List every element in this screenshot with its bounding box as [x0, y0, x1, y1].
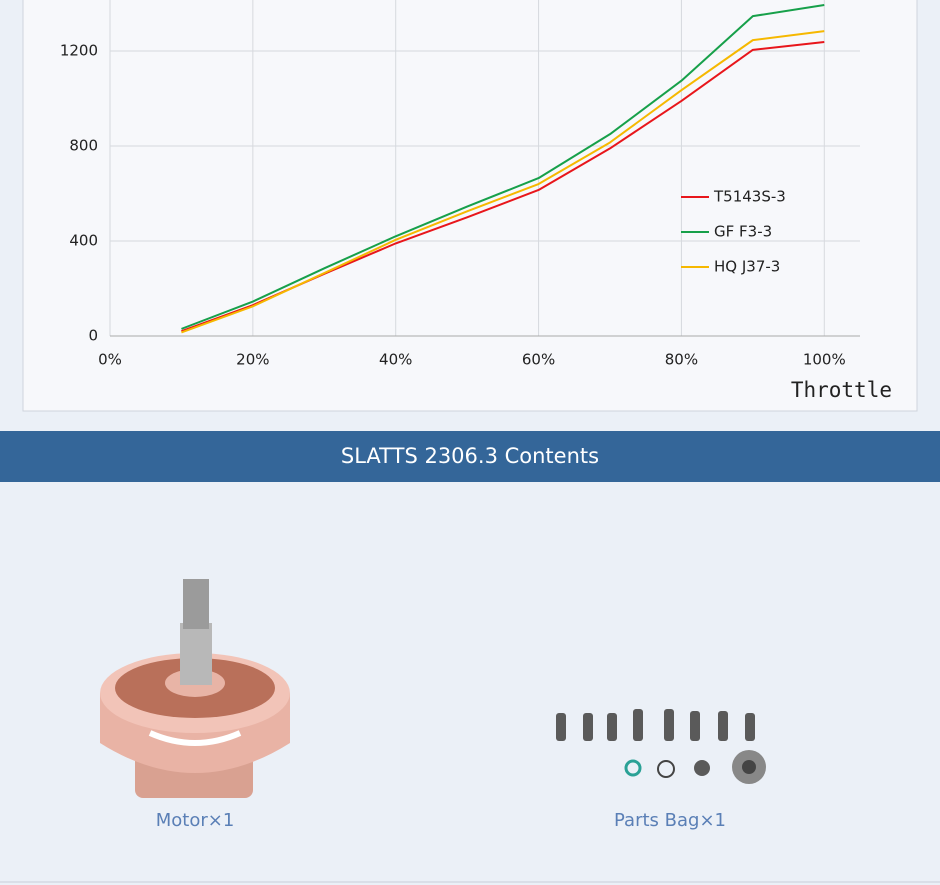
legend-label: T5143S-3	[713, 188, 786, 206]
item-caption: Parts Bag×1	[614, 810, 726, 831]
y-tick-label: 400	[69, 232, 98, 250]
motor-image	[100, 579, 290, 798]
item-caption: Motor×1	[155, 810, 235, 831]
series-line	[181, 3, 825, 330]
contents-banner: SLATTS 2306.3 Contents	[0, 431, 940, 482]
x-tick-label: 100%	[803, 351, 846, 369]
parts-bag-image	[556, 709, 766, 784]
x-tick-label: 60%	[522, 351, 555, 369]
contents-images	[0, 579, 940, 883]
y-tick-label: 1200	[60, 42, 98, 60]
chart: Throttle 0 400 800 1200 0% 20% 40% 60% 80% 100% T5…	[22, 0, 918, 412]
x-tick-label: 0%	[98, 351, 122, 369]
series-line	[181, 30, 825, 334]
x-tick-label: 80%	[665, 351, 698, 369]
legend-label: HQ J37-3	[714, 258, 780, 276]
y-tick-label: 0	[88, 327, 98, 345]
y-tick-label: 800	[69, 137, 98, 155]
x-tick-label: 20%	[236, 351, 269, 369]
x-tick-label: 40%	[379, 351, 412, 369]
legend-label: GF F3-3	[714, 223, 772, 241]
x-axis-label: Throttle	[791, 378, 892, 402]
